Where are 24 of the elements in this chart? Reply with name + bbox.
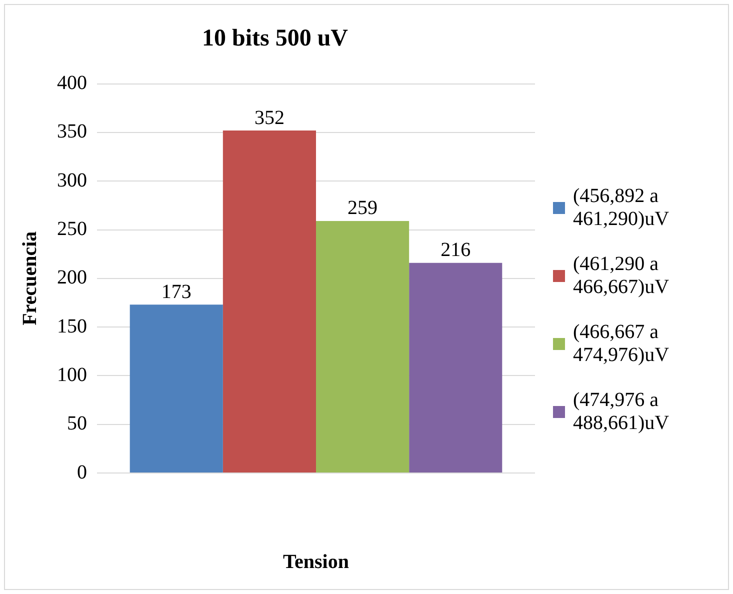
legend-label: (456,892 a 461,290)uV [573,185,670,231]
legend-label: (466,667 a 474,976)uV [573,321,670,367]
data-label: 352 [254,106,284,129]
y-axis-title: Frecuencia [19,231,42,326]
bar [316,220,410,472]
y-tick-label: 200 [57,266,87,289]
legend-label: (461,290 a 466,667)uV [573,253,670,299]
bar [222,130,316,472]
chart-title: 10 bits 500 uV [202,26,349,52]
data-label: 259 [348,197,378,220]
y-tick-label: 150 [57,315,87,338]
data-label: 173 [161,280,192,303]
y-tick-label: 250 [57,218,87,240]
legend-label: (474,976 a 488,661)uV [573,389,670,435]
y-tick-label: 0 [77,461,87,484]
y-tick-label: 350 [57,120,87,143]
bar [130,304,223,472]
data-label: 216 [440,239,471,262]
x-axis-title: Tension [283,551,349,574]
y-tick-label: 100 [57,364,87,386]
y-tick-label: 50 [67,412,87,435]
y-tick-label: 400 [57,72,87,94]
y-tick-label: 300 [57,169,87,192]
bar [409,262,502,472]
